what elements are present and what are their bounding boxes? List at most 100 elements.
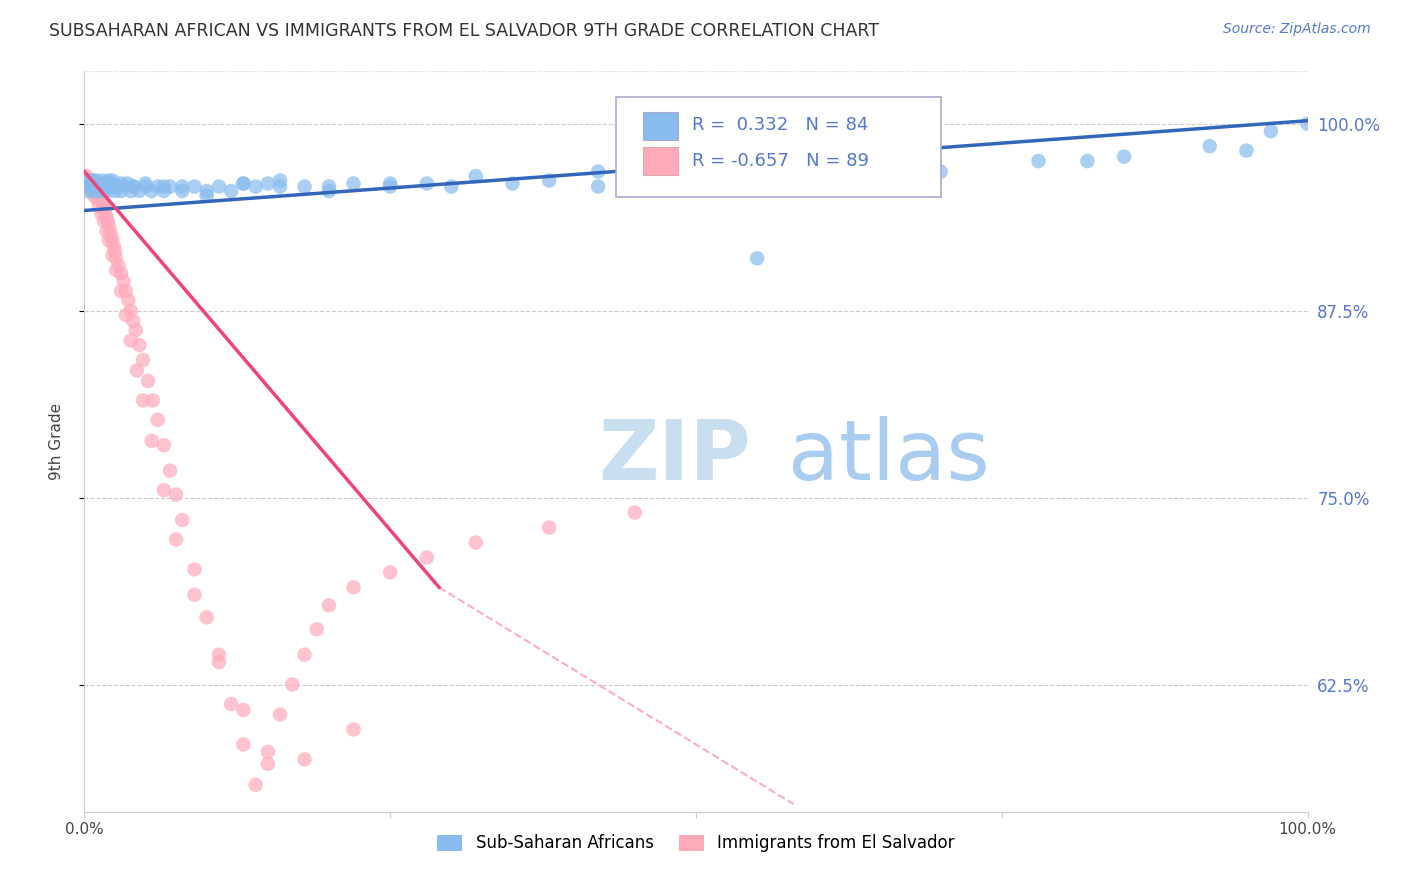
Point xyxy=(269,707,291,722)
Point xyxy=(77,184,100,198)
Point xyxy=(83,179,105,194)
Point xyxy=(747,164,769,178)
Point xyxy=(294,179,316,194)
Point xyxy=(342,580,364,594)
Point xyxy=(1076,154,1098,169)
Point xyxy=(93,214,115,228)
Point xyxy=(165,533,187,547)
Point xyxy=(76,173,98,187)
Point xyxy=(257,745,280,759)
Point xyxy=(502,177,524,191)
Point xyxy=(219,184,242,198)
Point xyxy=(195,188,218,202)
Point xyxy=(97,173,120,187)
Point xyxy=(245,778,267,792)
Point xyxy=(120,303,142,318)
Point xyxy=(79,177,101,191)
Point xyxy=(100,228,122,243)
Point xyxy=(195,610,218,624)
Point xyxy=(82,173,104,187)
Point xyxy=(87,179,110,194)
Text: Source: ZipAtlas.com: Source: ZipAtlas.com xyxy=(1223,22,1371,37)
Point xyxy=(305,622,328,636)
Point xyxy=(94,179,117,194)
Point xyxy=(747,252,769,266)
Point xyxy=(141,184,163,198)
Point xyxy=(115,177,138,191)
Point xyxy=(90,188,112,202)
Point xyxy=(86,173,108,187)
Point xyxy=(183,179,205,194)
Point xyxy=(165,488,187,502)
Point xyxy=(80,177,103,191)
Text: SUBSAHARAN AFRICAN VS IMMIGRANTS FROM EL SALVADOR 9TH GRADE CORRELATION CHART: SUBSAHARAN AFRICAN VS IMMIGRANTS FROM EL… xyxy=(49,22,879,40)
Bar xyxy=(644,112,678,140)
Point xyxy=(82,173,104,187)
Point xyxy=(96,224,118,238)
Point xyxy=(112,179,135,194)
Point xyxy=(318,599,340,613)
Point xyxy=(245,179,267,194)
Point xyxy=(104,184,127,198)
Point xyxy=(153,184,176,198)
Point xyxy=(94,203,117,218)
Point xyxy=(380,179,402,194)
Point xyxy=(122,179,145,194)
Point xyxy=(93,179,115,194)
Point xyxy=(89,179,111,194)
Point xyxy=(146,413,169,427)
Point xyxy=(269,173,291,187)
Point xyxy=(97,219,120,233)
Point xyxy=(257,756,280,771)
Point xyxy=(120,184,142,198)
Point xyxy=(831,169,853,183)
Point xyxy=(232,177,254,191)
Point xyxy=(294,752,316,766)
Point xyxy=(586,179,609,194)
Point xyxy=(86,177,108,191)
Point xyxy=(103,239,125,253)
Point xyxy=(159,179,181,194)
Point xyxy=(122,179,145,194)
Point xyxy=(159,464,181,478)
Point xyxy=(132,393,155,408)
Point xyxy=(208,655,231,669)
Point xyxy=(90,179,112,194)
Point xyxy=(84,184,107,198)
Point xyxy=(86,184,108,198)
Point xyxy=(96,210,118,224)
Point xyxy=(77,173,100,187)
Point xyxy=(105,263,128,277)
Point xyxy=(84,177,107,191)
Point xyxy=(93,199,115,213)
Point xyxy=(538,520,561,534)
Legend: Sub-Saharan Africans, Immigrants from El Salvador: Sub-Saharan Africans, Immigrants from El… xyxy=(430,828,962,859)
Point xyxy=(87,184,110,198)
Point xyxy=(132,353,155,368)
Point xyxy=(142,393,165,408)
Point xyxy=(83,188,105,202)
Point xyxy=(110,184,132,198)
Point xyxy=(538,173,561,187)
Point xyxy=(89,177,111,191)
Point xyxy=(661,164,683,178)
Point xyxy=(929,164,952,178)
Point xyxy=(624,506,647,520)
Point xyxy=(232,177,254,191)
Point xyxy=(86,192,108,206)
Point xyxy=(104,244,127,258)
Point xyxy=(104,179,127,194)
Point xyxy=(219,697,242,711)
Point xyxy=(80,184,103,198)
Point xyxy=(440,179,463,194)
Text: ZIP: ZIP xyxy=(598,416,751,497)
Point xyxy=(416,550,439,565)
Point xyxy=(101,248,124,262)
Y-axis label: 9th Grade: 9th Grade xyxy=(49,403,63,480)
Point xyxy=(172,513,194,527)
Point xyxy=(110,177,132,191)
Point xyxy=(79,177,101,191)
Point xyxy=(93,184,115,198)
Point xyxy=(172,184,194,198)
Point xyxy=(172,179,194,194)
